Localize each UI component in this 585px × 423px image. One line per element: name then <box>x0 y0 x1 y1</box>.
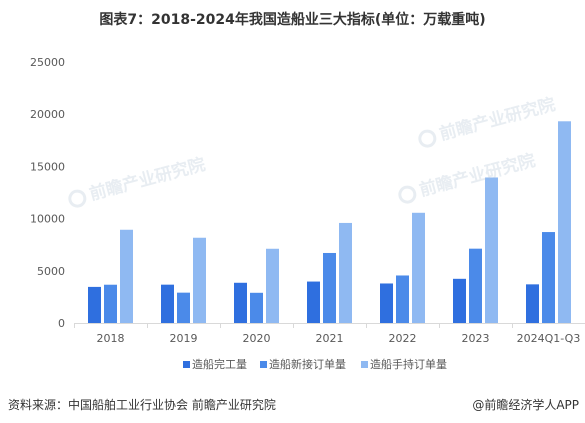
chart-title: 图表7：2018-2024年我国造船业三大指标(单位：万载重吨) <box>99 12 486 28</box>
legend-item: 造船新接订单量 <box>260 357 346 371</box>
bar-series-1-2021 <box>307 281 320 323</box>
y-axis: 0 5000 10000 15000 20000 25000 <box>30 56 65 330</box>
bar-series-1-2024Q1-Q3 <box>526 284 539 323</box>
bar-series-1-2023 <box>453 278 466 323</box>
legend-label: 造船手持订单量 <box>370 357 447 371</box>
x-tick-label: 2022 <box>389 332 417 345</box>
y-tick-label: 10000 <box>30 213 65 226</box>
bar-series-2-2022 <box>396 275 409 323</box>
bar-series-2-2018 <box>104 284 117 323</box>
x-tick-label: 2024Q1-Q3 <box>517 332 581 345</box>
legend-label: 造船新接订单量 <box>269 357 346 371</box>
x-tick-label: 2018 <box>97 332 125 345</box>
source-note: 资料来源：中国船舶工业行业协会 前瞻产业研究院 <box>8 398 276 412</box>
legend-swatch <box>183 361 190 368</box>
bar-series-2-2024Q1-Q3 <box>542 232 555 323</box>
bar-series-2-2020 <box>250 292 263 323</box>
bar-series-3-2024Q1-Q3 <box>558 121 571 323</box>
y-tick-label: 0 <box>58 317 65 330</box>
bar-series-2-2021 <box>323 252 336 323</box>
bar-series-1-2020 <box>234 282 247 323</box>
x-tick-label: 2019 <box>170 332 198 345</box>
legend-item: 造船完工量 <box>183 357 247 371</box>
y-tick-label: 25000 <box>30 56 65 69</box>
y-tick-label: 15000 <box>30 160 65 173</box>
y-tick-label: 5000 <box>37 265 65 278</box>
x-tick-label: 2020 <box>243 332 271 345</box>
bar-series-1-2018 <box>88 286 101 323</box>
legend-swatch <box>260 361 267 368</box>
credit-note: @前瞻经济学人APP <box>472 398 579 412</box>
bar-series-3-2023 <box>485 177 498 323</box>
bars <box>88 121 571 323</box>
x-tick-label: 2023 <box>462 332 490 345</box>
bar-series-3-2019 <box>193 237 206 323</box>
legend-label: 造船完工量 <box>192 357 247 371</box>
legend-item: 造船手持订单量 <box>361 357 447 371</box>
legend: 造船完工量 造船新接订单量 造船手持订单量 <box>183 357 447 371</box>
x-axis: 2018 2019 2020 2021 2022 2023 2024Q1-Q3 <box>74 323 585 345</box>
bar-series-1-2019 <box>161 284 174 323</box>
bar-series-3-2018 <box>120 229 133 323</box>
bar-series-3-2022 <box>412 212 425 323</box>
x-tick-label: 2021 <box>316 332 344 345</box>
bar-series-1-2022 <box>380 283 393 323</box>
legend-swatch <box>361 361 368 368</box>
bar-series-2-2019 <box>177 292 190 323</box>
bar-series-2-2023 <box>469 248 482 323</box>
bar-series-3-2020 <box>266 248 279 323</box>
bar-series-3-2021 <box>339 222 352 323</box>
y-tick-label: 20000 <box>30 108 65 121</box>
